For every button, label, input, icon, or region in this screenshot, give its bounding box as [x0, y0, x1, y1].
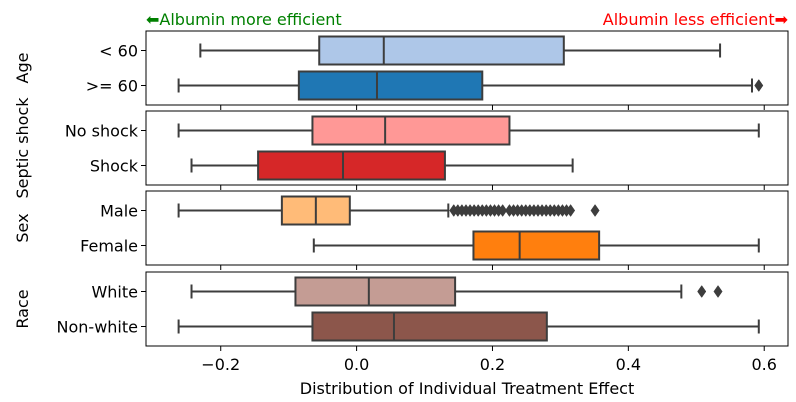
- box-1: Shock: [90, 150, 574, 181]
- category-label: Female: [80, 237, 138, 256]
- panel-frame: [145, 190, 789, 266]
- box-1: Non-white: [57, 311, 760, 342]
- panel-ylabel: Septic shock: [13, 97, 32, 199]
- iqr-box: [297, 70, 484, 101]
- category-label: No shock: [65, 122, 139, 141]
- panel-1: Septic shock No shock Shock: [13, 97, 789, 199]
- outlier-point: [754, 79, 764, 92]
- iqr-box: [472, 230, 601, 261]
- x-axis: −0.2 0.0 0.2 0.4 0.6: [201, 355, 777, 374]
- box-0: Male: [100, 195, 600, 226]
- category-label: >= 60: [86, 77, 138, 96]
- annotation-less-efficient: Albumin less efficient➡: [603, 10, 788, 29]
- iqr-box: [257, 150, 446, 181]
- panel-2: Sex Male Female: [13, 190, 789, 270]
- category-label: White: [91, 283, 138, 302]
- outlier-point: [697, 285, 707, 298]
- x-tick-label: 0.4: [616, 355, 641, 374]
- outlier-point: [566, 204, 576, 217]
- panel-0: Age < 60 >= 60: [13, 30, 789, 110]
- iqr-box: [311, 311, 548, 342]
- panel-ylabel: Race: [13, 289, 32, 328]
- panels: Age < 60 >= 60 Septic shock No shock Shock Sex…: [13, 30, 789, 351]
- iqr-box: [318, 35, 565, 66]
- category-label: < 60: [99, 42, 138, 61]
- panel-ylabel: Sex: [13, 213, 32, 242]
- x-tick-label: 0.6: [751, 355, 776, 374]
- annotation-more-efficient: ⬅Albumin more efficient: [146, 10, 342, 29]
- panel-3: Race White Non-white: [13, 271, 789, 351]
- iqr-box: [311, 115, 511, 146]
- x-axis-label: Distribution of Individual Treatment Eff…: [300, 379, 635, 398]
- box-1: >= 60: [86, 70, 764, 101]
- outlier-point: [498, 204, 508, 217]
- box-1: Female: [80, 230, 760, 261]
- box-0: < 60: [99, 35, 722, 66]
- panel-frame: [145, 30, 789, 106]
- x-tick-label: 0.2: [480, 355, 505, 374]
- panel-ylabel: Age: [13, 53, 32, 84]
- panel-frame: [145, 110, 789, 186]
- category-label: Non-white: [57, 318, 138, 337]
- x-tick-label: −0.2: [201, 355, 240, 374]
- outlier-point: [713, 285, 723, 298]
- iqr-box: [294, 276, 457, 307]
- outlier-point: [590, 204, 600, 217]
- category-label: Male: [100, 202, 138, 221]
- box-0: No shock: [65, 115, 760, 146]
- x-tick-label: 0.0: [344, 355, 369, 374]
- box-0: White: [91, 276, 723, 307]
- category-label: Shock: [90, 157, 139, 176]
- panel-frame: [145, 271, 789, 347]
